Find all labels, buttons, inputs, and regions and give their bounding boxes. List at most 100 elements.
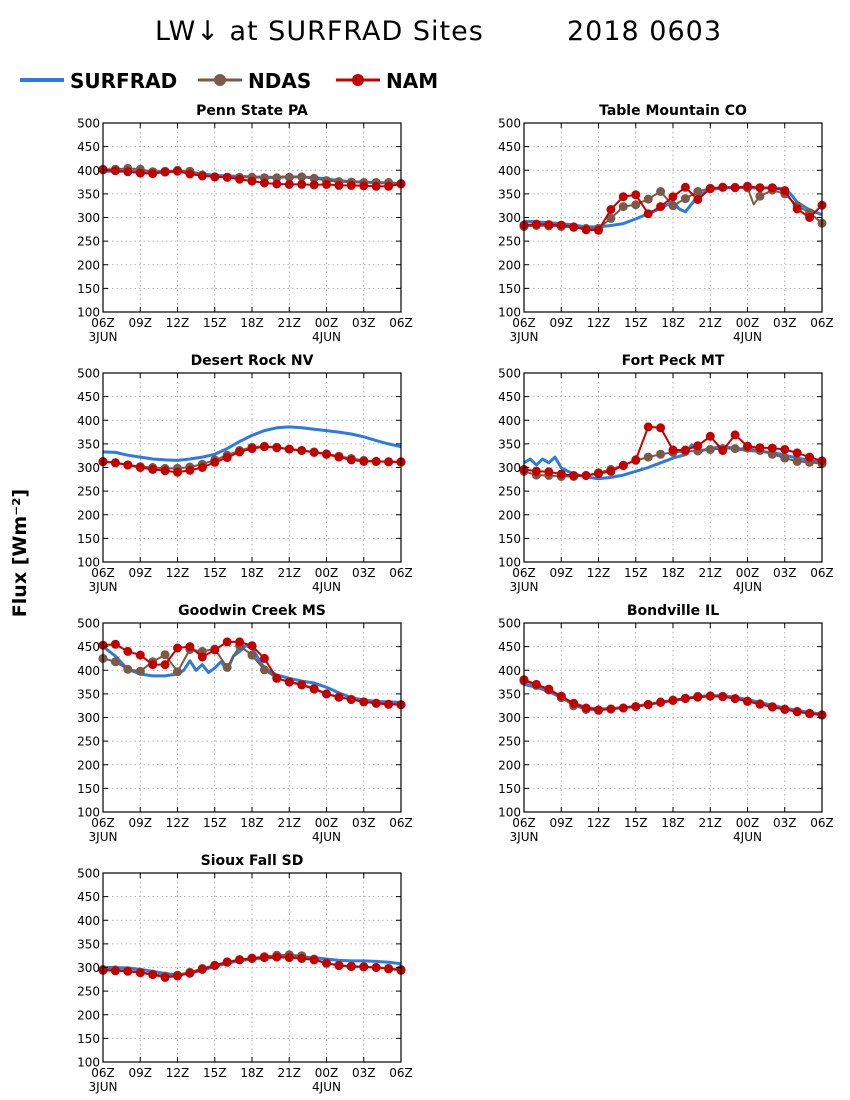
data-point-nam <box>123 460 133 470</box>
data-point-ndas <box>680 194 690 204</box>
grid <box>524 123 822 312</box>
data-point-nam <box>110 458 120 468</box>
data-point-ndas <box>297 172 307 182</box>
data-point-nam <box>334 180 344 190</box>
data-point-nam <box>384 457 394 467</box>
data-point-nam <box>359 181 369 191</box>
y-tick-label: 350 <box>498 437 521 451</box>
y-tick-label: 200 <box>498 258 521 272</box>
x-tick-label: 03Z <box>352 566 376 580</box>
data-point-nam <box>643 422 653 432</box>
y-tick-label: 400 <box>498 164 521 178</box>
data-point-nam <box>284 444 294 454</box>
y-tick-label: 200 <box>498 508 521 522</box>
x-tick-label: 06Z <box>810 816 834 830</box>
x-tick-label: 03Z <box>773 566 797 580</box>
data-point-nam <box>284 953 294 963</box>
data-point-nam <box>346 695 356 704</box>
y-tick-label: 500 <box>77 867 100 881</box>
panel-fort-peck-mt: Fort Peck MT 100 150 200 250 300 350 400 450 500 0… <box>498 353 834 594</box>
x-tick-label: 12Z <box>166 1066 190 1080</box>
x-tick-label: 15Z <box>203 1066 227 1080</box>
x-tick-label: 21Z <box>278 816 302 830</box>
y-tick-label: 350 <box>77 687 100 701</box>
data-point-ndas <box>656 187 666 196</box>
date-label: 3JUN <box>510 330 539 344</box>
y-tick-label: 200 <box>498 758 521 772</box>
data-point-nam <box>185 968 195 978</box>
data-point-nam <box>110 639 120 649</box>
data-point-nam <box>384 964 394 974</box>
data-point-ndas <box>643 194 653 204</box>
series-nam <box>519 422 827 480</box>
data-point-nam <box>222 637 232 647</box>
x-tick-label: 15Z <box>624 816 648 830</box>
data-point-nam <box>259 653 269 663</box>
data-point-nam <box>606 466 616 476</box>
data-point-nam <box>631 702 641 712</box>
data-point-nam <box>185 642 195 652</box>
y-tick-label: 450 <box>77 140 100 154</box>
y-tick-label: 500 <box>77 617 100 631</box>
data-point-nam <box>297 179 307 189</box>
data-point-nam <box>693 195 703 204</box>
x-tick-label: 09Z <box>129 816 153 830</box>
x-tick-label: 03Z <box>773 316 797 330</box>
y-tick-label: 400 <box>498 664 521 678</box>
data-point-nam <box>334 692 344 702</box>
data-point-nam <box>135 168 145 178</box>
date-label: 3JUN <box>89 330 118 344</box>
x-tick-label: 03Z <box>352 316 376 330</box>
series-line-surfrad <box>102 644 402 704</box>
data-point-nam <box>247 176 257 186</box>
panel-title: Goodwin Creek MS <box>178 603 326 619</box>
y-tick-label: 450 <box>498 640 521 654</box>
data-point-nam <box>160 660 170 670</box>
figure-title-left: LW↓ at SURFRAD Sites <box>155 16 484 47</box>
data-point-nam <box>185 169 195 179</box>
data-point-nam <box>272 952 282 962</box>
data-point-nam <box>235 955 245 965</box>
data-point-nam <box>705 184 715 194</box>
y-tick-label: 200 <box>77 1008 100 1022</box>
data-point-ndas <box>705 445 715 454</box>
data-point-nam <box>135 463 145 472</box>
x-tick-label: 12Z <box>166 816 190 830</box>
y-tick-label: 200 <box>77 758 100 772</box>
data-point-nam <box>135 968 145 978</box>
data-point-ndas <box>656 449 666 459</box>
panel-desert-rock-nv: Desert Rock NV 100 150 200 250 300 350 400 450 50… <box>77 353 413 594</box>
x-tick-label: 18Z <box>240 816 264 830</box>
data-point-nam <box>346 962 356 972</box>
data-point-nam <box>743 696 752 706</box>
data-point-nam <box>384 181 394 191</box>
x-tick-label: 00Z <box>315 316 339 330</box>
series-nam <box>98 442 406 477</box>
data-point-nam <box>581 471 591 480</box>
x-tick-label: 09Z <box>550 316 574 330</box>
y-tick-label: 300 <box>498 461 521 475</box>
x-tick-label: 09Z <box>550 816 574 830</box>
data-point-nam <box>309 447 319 457</box>
y-tick-label: 350 <box>77 187 100 201</box>
data-point-nam <box>656 202 666 212</box>
data-point-nam <box>160 972 170 982</box>
data-point-nam <box>359 456 369 466</box>
panel-title: Bondville IL <box>627 603 719 619</box>
x-tick-label: 03Z <box>352 816 376 830</box>
figure-title-right: 2018 0603 <box>567 16 722 47</box>
data-point-nam <box>618 461 628 471</box>
data-point-ndas <box>755 191 765 201</box>
data-point-nam <box>656 697 666 707</box>
y-tick-label: 100 <box>498 306 521 320</box>
data-point-nam <box>544 684 554 694</box>
date-label: 3JUN <box>89 830 118 844</box>
data-point-nam <box>259 953 269 963</box>
y-tick-label: 450 <box>77 640 100 654</box>
x-tick-label: 18Z <box>661 816 685 830</box>
x-tick-label: 00Z <box>736 316 760 330</box>
data-point-ndas <box>123 664 133 674</box>
data-point-nam <box>334 961 344 971</box>
data-point-nam <box>792 707 802 717</box>
